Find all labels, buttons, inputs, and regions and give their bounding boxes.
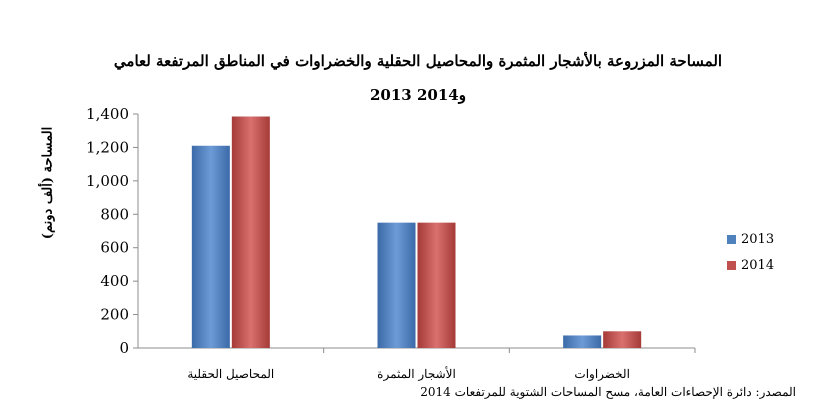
x-tick-label: الخضراوات [574, 367, 630, 381]
legend-swatch-2014 [727, 260, 736, 270]
y-tick-label: 0 [119, 339, 129, 357]
x-tick-label: المحاصيل الحقلية [187, 367, 274, 381]
legend-label-2014: 2014 [741, 257, 775, 273]
bar [563, 335, 602, 348]
y-tick-label: 600 [100, 239, 129, 257]
y-tick-label: 400 [100, 272, 129, 290]
chart-legend: 2013 2014 [727, 226, 774, 278]
chart-title-line2: 2013 و2014 [370, 86, 466, 104]
y-tick-label: 800 [100, 205, 129, 223]
bar [231, 116, 270, 348]
y-tick-label: 1,000 [86, 172, 129, 190]
legend-item-2013: 2013 [727, 226, 774, 252]
x-tick-label: الأشجار المثمرة [377, 366, 456, 381]
bar [417, 222, 456, 348]
bar [377, 222, 416, 348]
legend-label-2013: 2013 [741, 231, 775, 247]
y-tick-label: 200 [100, 306, 129, 324]
legend-swatch-2013 [727, 234, 736, 244]
chart-title-line1: المساحة المزروعة بالأشجار المثمرة والمحا… [113, 52, 723, 70]
bar [603, 331, 642, 348]
bar [191, 145, 230, 348]
y-tick-label: 1,200 [86, 138, 129, 156]
source-note: المصدر: دائرة الإحصاءات العامة، مسح المس… [420, 385, 796, 399]
y-tick-label: 1,400 [86, 105, 129, 123]
legend-item-2014: 2014 [727, 252, 774, 278]
